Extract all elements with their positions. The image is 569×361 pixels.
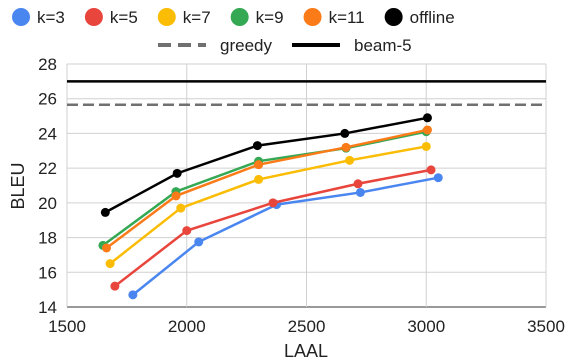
data-point-k-5 — [268, 198, 278, 208]
data-point-k-11 — [422, 125, 432, 135]
legend-marker-k-5 — [84, 8, 103, 26]
y-tick-label: 24 — [38, 124, 57, 143]
data-point-k-5 — [182, 226, 192, 236]
data-point-k-5 — [353, 179, 363, 189]
y-tick-label: 22 — [38, 159, 57, 178]
x-tick-label: 3500 — [527, 317, 565, 336]
legend-label-greedy: greedy — [220, 36, 272, 55]
x-tick-label: 1500 — [48, 317, 86, 336]
data-point-k-7 — [345, 155, 355, 165]
data-point-offline — [172, 168, 182, 178]
y-tick-label: 16 — [38, 263, 57, 282]
y-tick-label: 26 — [38, 90, 57, 109]
y-tick-label: 14 — [38, 298, 57, 317]
legend: k=3 k=5 k=7 k=9 k=11 offline greedy beam-5 — [12, 8, 455, 55]
grid — [66, 63, 547, 308]
data-point-k-3 — [128, 290, 138, 300]
data-point-k-3 — [355, 187, 365, 197]
x-tick-label: 2500 — [288, 317, 326, 336]
data-point-offline — [340, 128, 350, 138]
data-point-k-7 — [105, 259, 115, 269]
legend-label-k-3: k=3 — [37, 8, 65, 27]
legend-marker-k-11 — [303, 8, 322, 26]
series — [98, 113, 443, 300]
y-tick-label: 28 — [38, 55, 57, 74]
x-axis-title: LAAL — [284, 341, 328, 361]
data-point-k-7 — [421, 141, 431, 151]
legend-label-k-5: k=5 — [110, 8, 138, 27]
data-point-k-11 — [102, 243, 112, 253]
legend-label-k-9: k=9 — [256, 8, 284, 27]
data-point-offline — [252, 141, 262, 151]
x-tick-label: 3000 — [407, 317, 445, 336]
legend-label-k-11: k=11 — [329, 8, 365, 27]
ticks: 14 16 18 20 22 24 26 28 1500 2000 2500 3000 3500 — [38, 55, 565, 336]
legend-marker-k-9 — [230, 8, 249, 26]
legend-label-offline: offline — [410, 8, 455, 27]
y-tick-label: 20 — [38, 194, 57, 213]
data-point-k-5 — [110, 281, 120, 291]
data-point-k-3 — [194, 237, 204, 247]
data-point-k-3 — [433, 173, 443, 183]
data-point-offline — [100, 207, 110, 217]
series-line-offline — [104, 116, 428, 214]
y-axis-title: BLEU — [8, 162, 28, 209]
data-point-k-7 — [254, 174, 264, 184]
data-point-k-7 — [176, 203, 186, 213]
data-point-k-11 — [254, 160, 264, 170]
data-point-k-11 — [341, 142, 351, 152]
legend-marker-offline — [384, 8, 403, 26]
legend-label-k-7: k=7 — [183, 8, 211, 27]
y-tick-label: 18 — [38, 229, 57, 248]
data-point-k-5 — [426, 165, 436, 175]
legend-label-beam-5: beam-5 — [354, 36, 412, 55]
legend-marker-k-3 — [12, 8, 30, 26]
reference-lines — [67, 80, 546, 107]
x-tick-label: 2000 — [168, 317, 206, 336]
data-point-offline — [422, 113, 432, 123]
legend-marker-k-7 — [157, 8, 176, 26]
data-point-k-11 — [171, 191, 181, 201]
